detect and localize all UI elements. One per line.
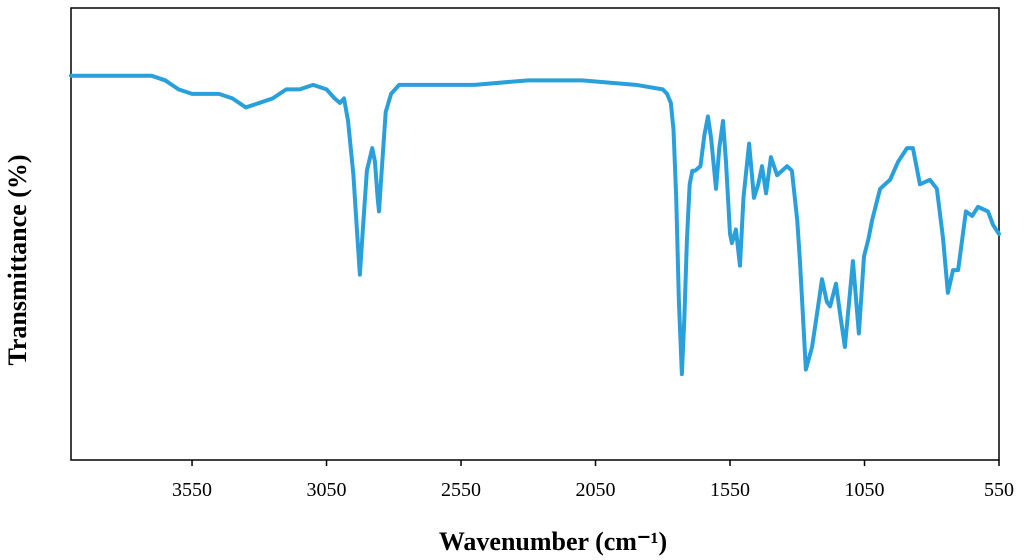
x-tick-label: 2050: [576, 479, 616, 501]
x-tick-label: 1550: [710, 479, 750, 501]
x-tick-label: 550: [984, 479, 1014, 501]
x-tick-label: 3550: [172, 479, 212, 501]
plot-frame: [70, 7, 1000, 461]
spectrum-line: [69, 73, 1001, 377]
y-axis-title: Transmittance (%): [3, 154, 32, 365]
x-tick-label: 1050: [845, 479, 885, 501]
x-tick-label: 3050: [307, 479, 347, 501]
x-tick-label: 2550: [441, 479, 481, 501]
x-axis-title: Wavenumber (cm⁻¹): [439, 527, 667, 556]
